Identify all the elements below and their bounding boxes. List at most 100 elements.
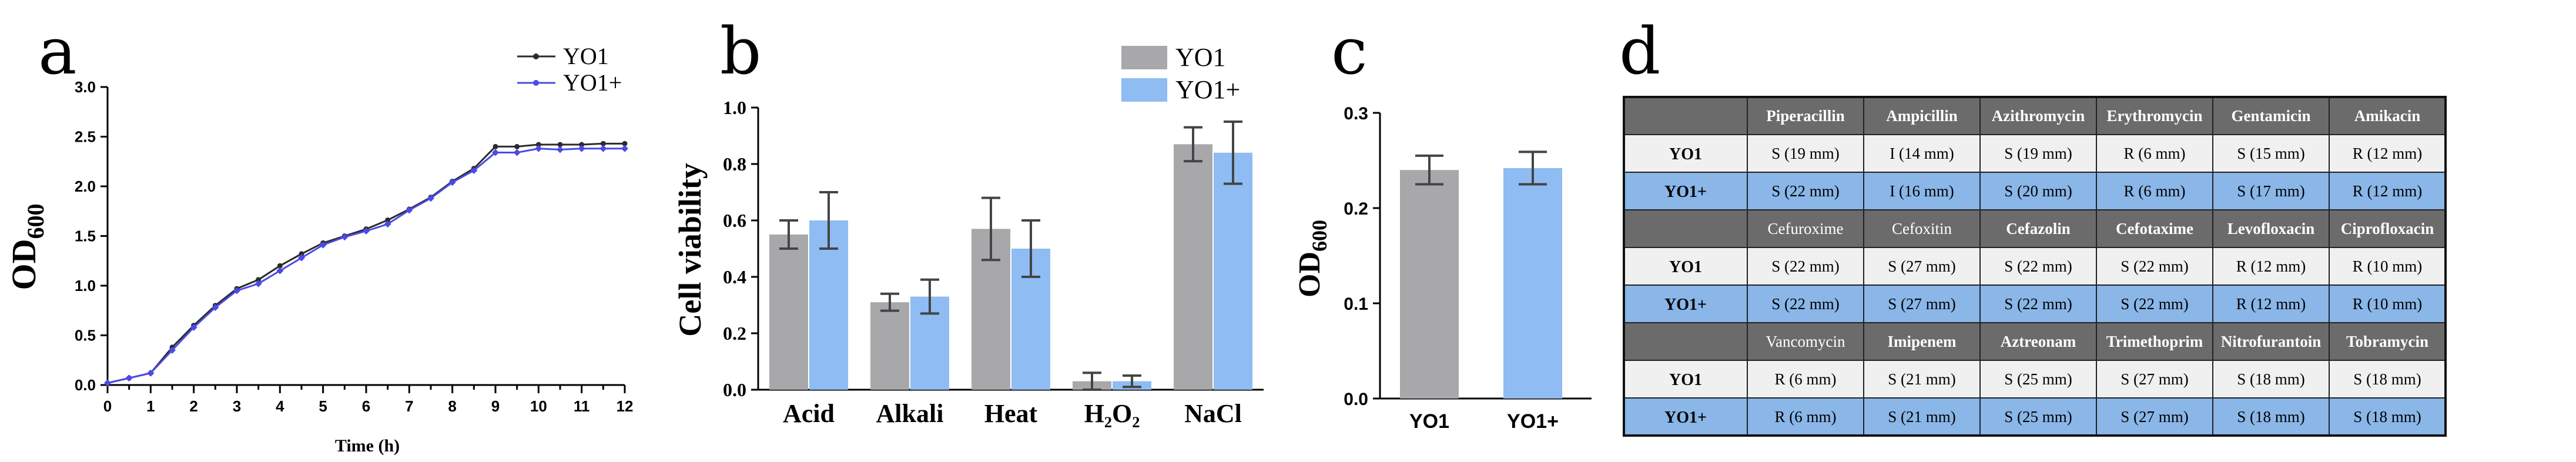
chart-b-category-label: Acid — [783, 399, 835, 428]
table-cell-value: R (6 mm) — [1775, 370, 1837, 388]
table-row-label: YO1+ — [1664, 409, 1707, 427]
chart-a-point-YO1 — [557, 142, 563, 148]
chart-a-point-YO1 — [385, 217, 391, 223]
table-header-cell — [2096, 322, 2213, 361]
chart-b-bar-YO1 — [769, 235, 808, 390]
table-cell — [2212, 172, 2330, 210]
chart-b-ytick-label: 1.0 — [723, 97, 746, 118]
chart-a-point-YO1 — [493, 143, 498, 149]
table-header-text: Cefuroxime — [1768, 220, 1844, 237]
table-cell-value: R (10 mm) — [2353, 295, 2423, 313]
chart-a-xtick-label: 10 — [530, 397, 547, 415]
cell-viability-chart: Cell viability 0.0 0.2 0.4 0.6 0.8 1.0 Acid Al… — [672, 43, 1264, 428]
table-header-label-cell — [1623, 209, 1748, 248]
od600-bar-chart: OD600 0.0 0.1 0.2 0.3 YO1 YO1+ — [1293, 104, 1592, 433]
table-header-cell — [1747, 209, 1864, 248]
chart-b-bar-YO1 — [1174, 144, 1212, 390]
chart-a-series-line-YO1+ — [107, 148, 625, 384]
chart-b-ylabel: Cell viability — [672, 163, 708, 337]
table-cell — [2329, 360, 2446, 399]
chart-a-point-YO1+ — [104, 379, 111, 387]
chart-a-axes — [106, 87, 625, 386]
table-header-cell — [1747, 322, 1864, 361]
table-cell-value: R (6 mm) — [1775, 408, 1837, 426]
chart-a-ytick-label: 0.0 — [75, 376, 96, 394]
table-row-label: YO1 — [1669, 145, 1702, 163]
table-header-text: Levofloxacin — [2227, 220, 2315, 237]
chart-c-ylabel: OD600 — [1293, 220, 1331, 297]
table-row-label-cell — [1623, 360, 1748, 399]
table-cell — [2096, 397, 2213, 436]
chart-a-point-YO1+ — [276, 267, 284, 274]
table-header-text: Ciprofloxacin — [2341, 220, 2434, 237]
chart-b-legend: YO1 YO1+ — [1121, 43, 1240, 104]
table-cell — [2329, 172, 2446, 210]
chart-c-ytick-label: 0.0 — [1344, 390, 1368, 409]
chart-c-bars: YO1 YO1+ — [1400, 150, 1562, 433]
table-header-cell — [2212, 96, 2330, 135]
table-row-label: YO1+ — [1664, 183, 1707, 201]
table-cell-value: S (21 mm) — [1888, 408, 1956, 426]
chart-b-bar-YO1+ — [1214, 152, 1252, 390]
table-header-text: Trimethoprim — [2106, 333, 2203, 350]
chart-a-point-YO1 — [535, 142, 541, 148]
table-cell — [1863, 360, 1981, 399]
chart-a-point-YO1+ — [254, 280, 262, 287]
chart-a-xtick-label: 9 — [491, 397, 500, 415]
chart-a-point-YO1+ — [147, 369, 155, 377]
table-row-label-cell — [1623, 172, 1748, 210]
table-cell — [2329, 397, 2446, 436]
table-header-cell — [2212, 322, 2330, 361]
table-cell — [2212, 397, 2330, 436]
chart-b-category-label: Heat — [984, 399, 1038, 428]
table-cell — [2329, 134, 2446, 173]
chart-a-xlabel: Time (h) — [335, 436, 400, 456]
table-header-cell — [1863, 322, 1981, 361]
table-cell-value: S (25 mm) — [2004, 370, 2072, 388]
table-cell-value: I (16 mm) — [1890, 182, 1954, 200]
table-cell — [1747, 284, 1864, 323]
table-cell-value: R (6 mm) — [2124, 182, 2186, 200]
chart-a-point-YO1 — [277, 263, 283, 269]
chart-a-xtick-label: 11 — [574, 397, 590, 415]
table-row-label-cell — [1623, 397, 1748, 436]
table-header-label-cell — [1623, 322, 1748, 361]
table-cell-value: R (12 mm) — [2353, 182, 2423, 200]
table-cell — [2096, 360, 2213, 399]
table-cell-value: S (25 mm) — [2004, 408, 2072, 426]
chart-c-ytick-label: 0.2 — [1344, 199, 1368, 219]
table-cell-value: S (27 mm) — [2121, 370, 2189, 388]
table-cell-value: R (12 mm) — [2236, 257, 2306, 275]
table-cell — [1747, 360, 1864, 399]
chart-a-point-YO1 — [622, 140, 628, 146]
chart-a-point-YO1+ — [599, 145, 607, 152]
chart-a-point-YO1+ — [557, 146, 564, 153]
chart-a-point-YO1+ — [535, 145, 542, 152]
table-cell-value: S (22 mm) — [2004, 295, 2072, 313]
table-cell-value: S (18 mm) — [2353, 408, 2421, 426]
chart-a-point-YO1 — [579, 142, 585, 148]
chart-b-ticks: 0.0 0.2 0.4 0.6 0.8 1.0 — [723, 97, 758, 400]
table-cell-value: R (12 mm) — [2353, 145, 2423, 162]
antibiotic-susceptibility-table: Piperacillin Ampicillin Azithromycin Erythr… — [1623, 96, 2447, 437]
table-header-cell — [2329, 322, 2446, 361]
table-cell-value: S (22 mm) — [1771, 295, 1840, 313]
table-cell-value: S (20 mm) — [2004, 182, 2072, 200]
chart-b-category-label: Alkali — [876, 399, 944, 428]
chart-a-point-YO1 — [299, 251, 304, 257]
panel-letter-b: b — [720, 14, 761, 89]
chart-b-category-label: NaCl — [1184, 399, 1242, 428]
table-cell — [1863, 397, 1981, 436]
table-header-text: Ampicillin — [1886, 107, 1958, 125]
chart-b-legend-swatch — [1121, 78, 1167, 102]
chart-a-legend-marker — [533, 80, 539, 86]
chart-a-point-YO1+ — [212, 304, 219, 312]
chart-a-point-YO1+ — [470, 166, 478, 174]
chart-a-point-YO1 — [514, 143, 520, 149]
table-header-cell — [2212, 209, 2330, 248]
chart-a-xtick-label: 3 — [233, 397, 241, 415]
chart-b-legend-label: YO1+ — [1175, 75, 1240, 104]
chart-a-point-YO1+ — [384, 220, 391, 228]
